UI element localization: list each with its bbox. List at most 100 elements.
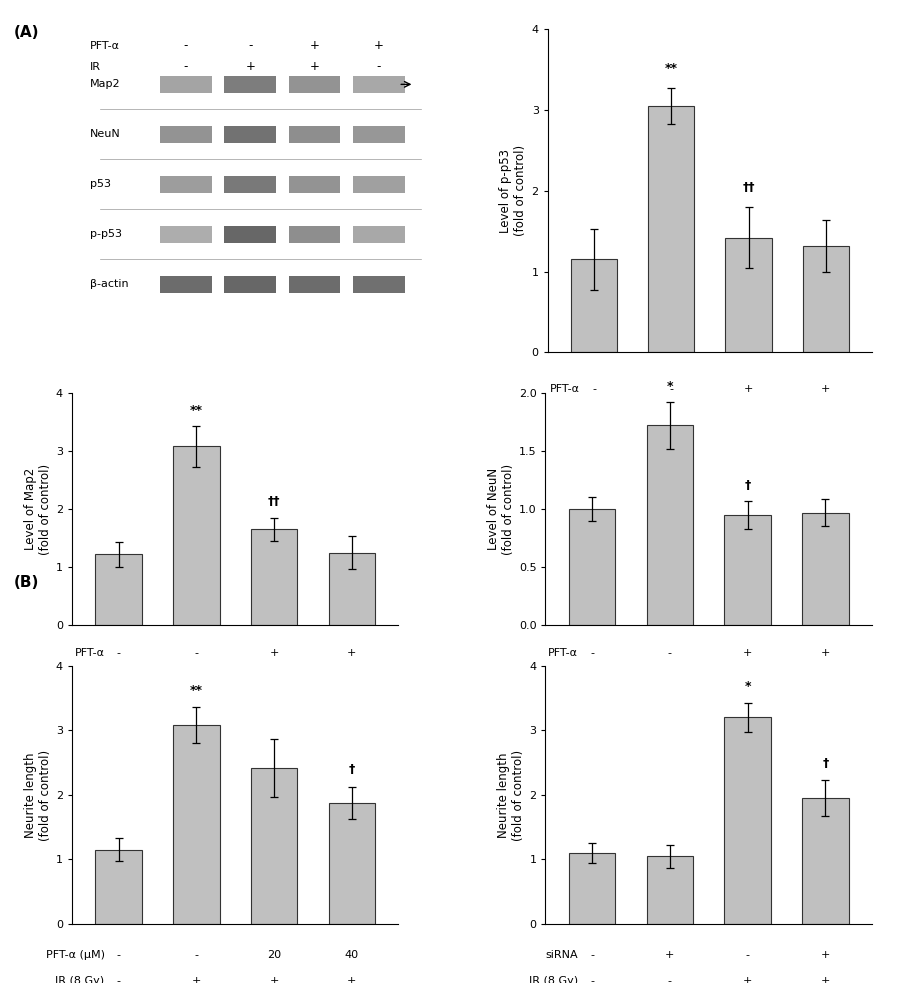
Text: †: † (823, 757, 829, 770)
Bar (802, 798, 849, 924)
Bar (160, 176, 212, 193)
Text: -: - (823, 671, 827, 681)
Text: +: + (191, 976, 201, 983)
Text: +: + (821, 649, 830, 659)
Text: 20: 20 (267, 950, 281, 959)
Bar (569, 853, 616, 924)
Bar (352, 126, 405, 143)
Bar (225, 126, 276, 143)
Bar (328, 803, 375, 924)
Bar (802, 512, 849, 625)
Text: +: + (374, 39, 384, 52)
Text: +: + (743, 671, 752, 681)
Text: -: - (117, 950, 120, 959)
Text: p-p53: p-p53 (90, 229, 121, 240)
Text: +: + (270, 671, 279, 681)
Bar (352, 226, 405, 243)
Bar (289, 126, 341, 143)
Text: -: - (248, 39, 253, 52)
Bar (251, 768, 298, 924)
Text: +: + (309, 60, 319, 73)
Text: +: + (821, 384, 831, 394)
Bar (289, 176, 341, 193)
Text: +: + (270, 976, 279, 983)
Text: -: - (184, 39, 188, 52)
Text: IR (8 Gy): IR (8 Gy) (56, 976, 104, 983)
Text: -: - (668, 976, 672, 983)
Bar (803, 246, 849, 352)
Bar (569, 509, 616, 625)
Text: *: * (744, 680, 751, 693)
Text: +: + (743, 417, 753, 427)
Bar (225, 276, 276, 293)
Bar (160, 126, 212, 143)
Bar (571, 260, 618, 352)
Bar (648, 106, 694, 352)
Text: -: - (745, 950, 750, 959)
Text: (B): (B) (13, 575, 39, 590)
Text: IR (8 Gy): IR (8 Gy) (529, 976, 578, 983)
Text: +: + (347, 649, 357, 659)
Text: +: + (743, 976, 752, 983)
Text: +: + (270, 649, 279, 659)
Text: 40: 40 (345, 950, 359, 959)
Y-axis label: Level of Map2
(fold of control): Level of Map2 (fold of control) (23, 463, 51, 554)
Text: ††: †† (268, 495, 280, 508)
Text: +: + (347, 976, 357, 983)
Text: -: - (184, 60, 188, 73)
Bar (173, 725, 219, 924)
Bar (646, 426, 693, 625)
Text: **: ** (190, 684, 203, 697)
Text: -: - (117, 671, 120, 681)
Text: *: * (667, 379, 673, 393)
Text: †: † (744, 479, 751, 492)
Bar (725, 238, 771, 352)
Bar (352, 276, 405, 293)
Bar (95, 554, 142, 625)
Text: IR: IR (569, 417, 580, 427)
Text: -: - (592, 417, 596, 427)
Bar (225, 176, 276, 193)
Text: +: + (743, 384, 753, 394)
Bar (160, 226, 212, 243)
Text: ††: †† (743, 181, 755, 194)
Text: +: + (821, 976, 830, 983)
Bar (95, 849, 142, 924)
Text: -: - (590, 671, 594, 681)
Text: -: - (590, 649, 594, 659)
Bar (352, 176, 405, 193)
Text: +: + (245, 60, 255, 73)
Bar (289, 226, 341, 243)
Text: (A): (A) (13, 25, 39, 39)
Text: †: † (349, 763, 355, 777)
Bar (289, 276, 341, 293)
Text: p53: p53 (90, 179, 111, 190)
Bar (328, 552, 375, 625)
Bar (160, 76, 212, 92)
Text: PFT-α: PFT-α (75, 649, 104, 659)
Bar (225, 76, 276, 92)
Text: Map2: Map2 (90, 80, 120, 89)
Text: -: - (350, 671, 354, 681)
Bar (173, 446, 219, 625)
Text: +: + (667, 417, 676, 427)
Text: NeuN: NeuN (90, 130, 120, 140)
Text: β-actin: β-actin (90, 279, 129, 289)
Y-axis label: Level of NeuN
(fold of control): Level of NeuN (fold of control) (486, 463, 514, 554)
Y-axis label: Neurite length
(fold of control): Neurite length (fold of control) (23, 749, 51, 840)
Text: +: + (191, 671, 201, 681)
Text: -: - (194, 649, 199, 659)
Text: -: - (117, 976, 120, 983)
Text: +: + (821, 950, 830, 959)
Text: PFT-α (μM): PFT-α (μM) (46, 950, 104, 959)
Text: **: ** (190, 404, 203, 417)
Text: -: - (377, 60, 381, 73)
Bar (160, 276, 212, 293)
Bar (289, 76, 341, 92)
Text: PFT-α: PFT-α (550, 384, 580, 394)
Text: -: - (823, 417, 828, 427)
Text: IR: IR (93, 671, 104, 681)
Text: +: + (665, 671, 674, 681)
Text: IR: IR (90, 62, 101, 72)
Bar (725, 718, 771, 924)
